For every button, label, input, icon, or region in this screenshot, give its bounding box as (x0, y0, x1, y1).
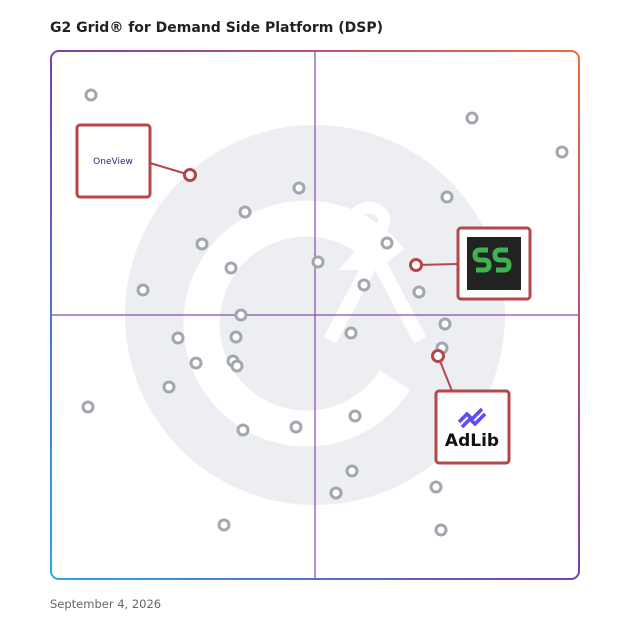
highlight-oneview: OneView (75, 123, 197, 199)
highlight-adlib: AdLib (431, 349, 511, 465)
title: G2 Grid® for Demand Side Platform (DSP) (50, 20, 383, 36)
vendor-label: AdLib (445, 431, 499, 451)
highlight-logo (409, 226, 532, 301)
vendor-label: OneView (93, 157, 133, 167)
date: September 4, 2026 (50, 597, 161, 611)
vendor-dots (81, 88, 569, 537)
